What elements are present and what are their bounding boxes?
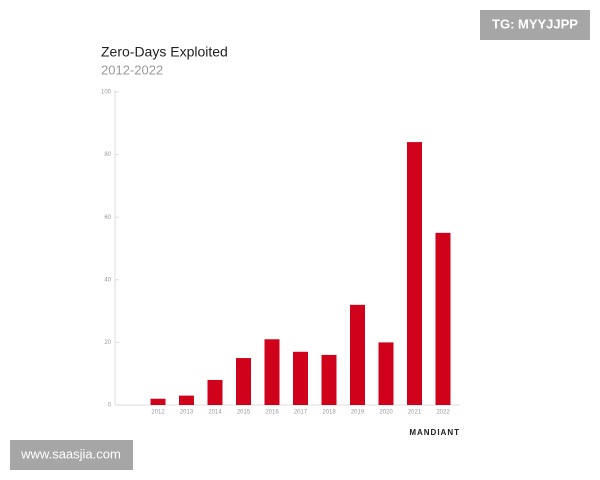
watermark-box	[480, 10, 590, 40]
x-tick-label: 2017	[294, 410, 308, 416]
y-tick-label: 20	[104, 340, 111, 346]
bar	[407, 142, 422, 405]
watermark-box	[10, 440, 133, 470]
bar	[264, 339, 280, 405]
x-tick-label: 2015	[237, 410, 251, 416]
x-tick-label: 2016	[265, 410, 279, 416]
x-tick-label: 2014	[208, 410, 222, 416]
bar	[321, 354, 337, 405]
x-tick-label: 2019	[351, 410, 365, 416]
bar	[435, 232, 451, 405]
bar	[179, 395, 194, 405]
x-tick-label: 2013	[180, 410, 194, 416]
bar	[350, 304, 365, 405]
y-tick-label: 100	[101, 90, 112, 96]
watermark: www.saasjia.com	[20, 446, 121, 461]
x-tick-label: 2020	[379, 410, 393, 416]
bar	[293, 351, 308, 405]
bar	[207, 379, 223, 405]
bar	[378, 342, 394, 405]
chart-title: Zero-Days Exploited	[101, 44, 228, 60]
x-tick-label: 2018	[322, 410, 336, 416]
y-tick-label: 60	[104, 215, 111, 221]
y-tick-label: 80	[104, 152, 111, 158]
chart-subtitle: 2012-2022	[101, 62, 163, 77]
y-tick-label: 40	[104, 277, 111, 283]
watermark: TG: MYYJJPP	[492, 16, 578, 31]
x-tick-label: 2012	[151, 410, 165, 416]
y-tick-label: 0	[108, 403, 112, 409]
x-tick-label: 2022	[436, 410, 450, 416]
x-tick-label: 2021	[408, 410, 422, 416]
bar	[236, 358, 251, 405]
brand-logo: MANDIANT	[409, 428, 460, 437]
bar	[150, 398, 166, 405]
